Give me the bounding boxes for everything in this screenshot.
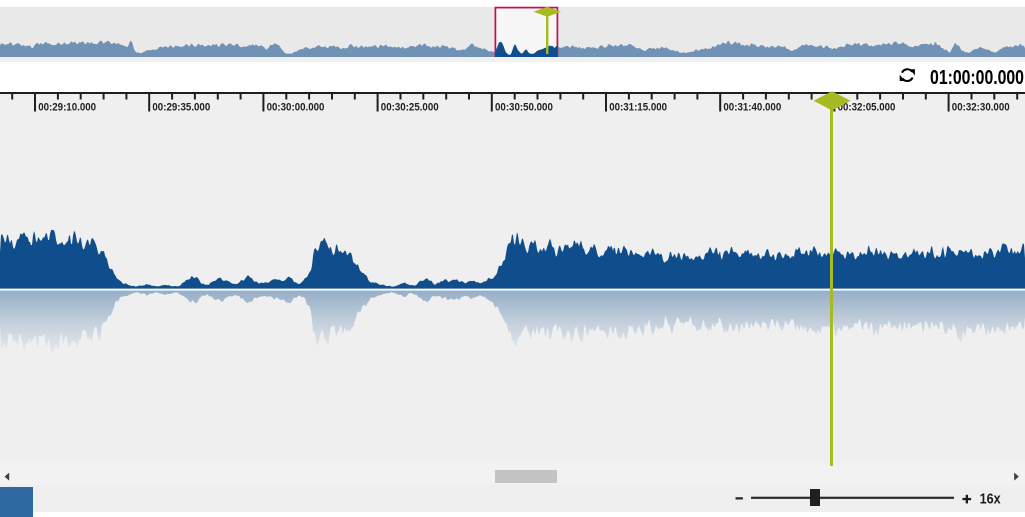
- svg-text:00:31:40.000: 00:31:40.000: [723, 101, 781, 114]
- svg-text:00:32:30.000: 00:32:30.000: [952, 101, 1010, 114]
- svg-text:00:30:25.000: 00:30:25.000: [381, 101, 439, 114]
- svg-text:16x: 16x: [980, 490, 1001, 507]
- svg-text:00:30:00.000: 00:30:00.000: [267, 101, 325, 114]
- svg-text:00:31:15.000: 00:31:15.000: [609, 101, 667, 114]
- svg-text:00:29:10.000: 00:29:10.000: [38, 101, 96, 114]
- svg-text:00:29:35.000: 00:29:35.000: [152, 101, 210, 114]
- svg-text:00:30:50.000: 00:30:50.000: [495, 101, 553, 114]
- svg-text:00:32:05.000: 00:32:05.000: [838, 101, 896, 114]
